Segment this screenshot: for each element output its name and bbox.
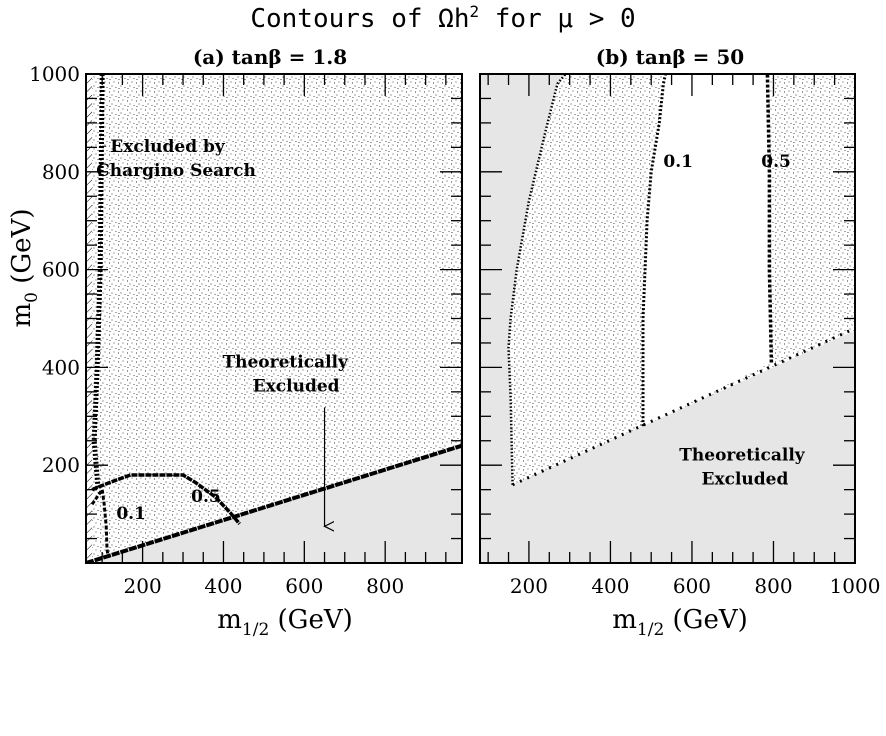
panel-a-contour-0-5	[91, 473, 241, 526]
panel-a-xlabel: m1/2 (GeV)	[217, 605, 353, 640]
panel-a-ticks: 200 400 600 800 200 400 600 800 1000	[29, 62, 462, 598]
panel-b-contour-label-0-1: 0.1	[663, 152, 693, 172]
x-tick-label: 600	[285, 574, 323, 598]
figure-title: Contours of Ωh2 for μ > 0	[250, 2, 635, 34]
panel-b-xlabel: m1/2 (GeV)	[612, 605, 748, 640]
panel-a-contour-label-0-1: 0.1	[116, 504, 146, 524]
x-tick-label: 400	[204, 574, 242, 598]
panel-a-annotation-chargino: Excluded by Chargino Search	[96, 137, 256, 181]
panel-a: (a) tanβ = 1.8 200 400 600 800 200 400 600 800 1…	[7, 45, 463, 640]
x-tick-label: 200	[510, 574, 548, 598]
x-tick-label: 1000	[830, 574, 881, 598]
x-tick-label: 800	[754, 574, 792, 598]
y-tick-label: 1000	[29, 62, 80, 86]
y-tick-label: 400	[42, 355, 80, 379]
panel-b: (b) tanβ = 50 200 400 600 800 1000 0.1 0.5 T…	[479, 45, 881, 640]
panel-b-ticks: 200 400 600 800 1000	[480, 73, 881, 598]
panel-b-annotation-theory-line2: Excluded	[702, 469, 789, 489]
y-tick-label: 600	[42, 258, 80, 282]
panel-b-annotation-theory: Theoretically Excluded	[679, 445, 810, 489]
panel-a-annotation-theory: Theoretically Excluded	[222, 352, 353, 396]
panel-b-preferred-band	[643, 74, 772, 427]
panel-a-contour-0-1	[90, 485, 110, 559]
x-tick-label: 600	[673, 574, 711, 598]
panel-b-contour-0-5	[765, 74, 774, 363]
x-tick-label: 800	[366, 574, 404, 598]
y-tick-label: 800	[42, 160, 80, 184]
panel-b-contour-label-0-5: 0.5	[761, 152, 791, 172]
x-tick-label: 400	[591, 574, 629, 598]
panel-b-title: (b) tanβ = 50	[596, 45, 744, 69]
panel-a-ylabel: m0 (GeV)	[7, 209, 42, 328]
panel-a-annotation-chargino-line2: Chargino Search	[96, 161, 256, 181]
panel-b-contour-left	[507, 74, 567, 485]
panel-a-theory-boundary-line	[86, 443, 462, 563]
panel-a-contour-label-0-5: 0.5	[191, 487, 221, 507]
panel-a-annotation-theory-line2: Excluded	[253, 376, 340, 396]
y-tick-label: 200	[42, 453, 80, 477]
panel-b-theory-boundary-line	[511, 326, 855, 487]
x-tick-label: 200	[124, 574, 162, 598]
panel-a-title: (a) tanβ = 1.8	[193, 45, 347, 69]
